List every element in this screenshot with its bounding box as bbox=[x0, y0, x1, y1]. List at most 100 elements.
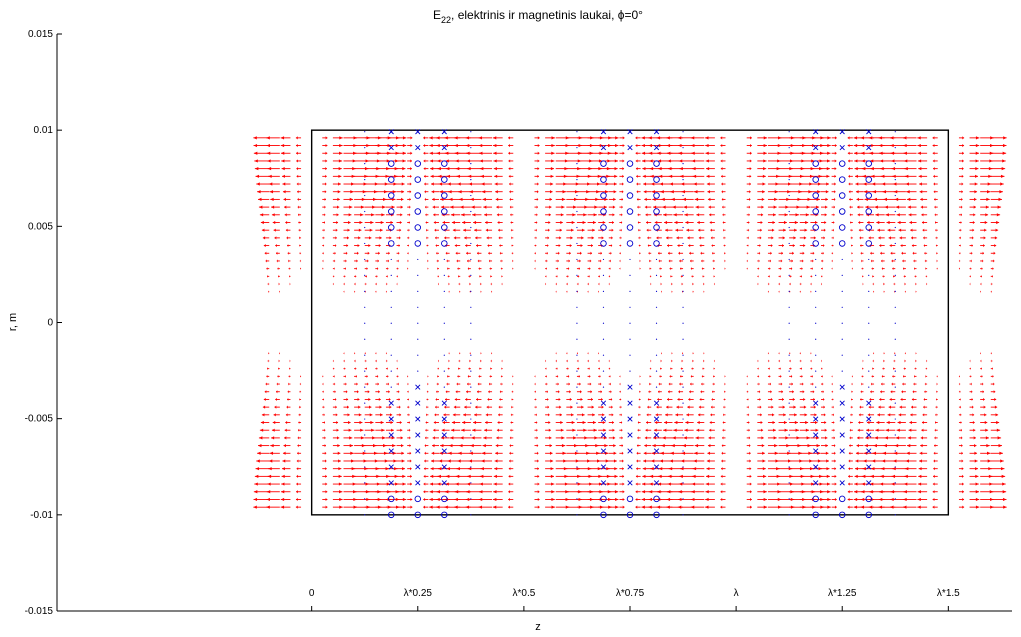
e-field-arrowhead bbox=[724, 251, 725, 255]
e-field-arrowhead bbox=[748, 413, 750, 417]
e-field-arrowhead bbox=[260, 220, 264, 225]
e-field-arrowhead bbox=[864, 197, 868, 202]
e-field-arrowhead bbox=[666, 505, 670, 509]
e-field-arrowhead bbox=[794, 420, 798, 425]
e-field-arrowhead bbox=[347, 405, 349, 409]
e-field-arrowhead bbox=[847, 136, 850, 140]
e-field-arrowhead bbox=[261, 228, 265, 232]
e-field-arrowhead bbox=[265, 259, 267, 263]
e-field-arrowhead bbox=[468, 274, 470, 278]
e-field-arrowhead bbox=[974, 451, 978, 455]
e-field-arrowhead bbox=[988, 474, 993, 478]
e-field-arrowhead bbox=[459, 197, 463, 202]
e-field-arrowhead bbox=[819, 167, 823, 171]
e-field-arrowhead bbox=[808, 451, 812, 455]
e-field-arrowhead bbox=[285, 228, 288, 232]
e-field-arrowhead bbox=[298, 405, 300, 409]
e-field-arrowhead bbox=[585, 443, 589, 448]
e-field-arrowhead bbox=[876, 220, 880, 225]
e-field-arrowhead bbox=[792, 251, 794, 255]
e-field-arrowhead bbox=[786, 443, 790, 448]
e-field-arrowhead bbox=[667, 397, 669, 402]
e-field-arrowhead bbox=[818, 174, 823, 178]
e-field-arrowhead bbox=[923, 243, 925, 248]
e-field-arrowhead bbox=[334, 390, 336, 394]
e-field-arrowhead bbox=[466, 482, 471, 486]
e-field-arrowhead bbox=[570, 405, 573, 409]
e-field-arrowhead bbox=[750, 505, 752, 509]
e-field-arrowhead bbox=[903, 482, 908, 486]
e-field-arrowhead bbox=[551, 505, 555, 509]
e-field-arrowhead bbox=[347, 413, 350, 417]
e-field-arrowhead bbox=[323, 413, 325, 417]
e-field-arrowhead bbox=[438, 182, 443, 186]
e-field-arrowhead bbox=[892, 374, 894, 378]
e-field-arrowhead bbox=[983, 236, 986, 240]
e-field-arrowhead bbox=[465, 143, 470, 148]
e-field-arrowhead bbox=[325, 167, 327, 171]
e-field-arrowhead bbox=[500, 259, 502, 263]
e-field-arrowhead bbox=[437, 374, 438, 378]
e-field-arrowhead bbox=[923, 397, 925, 402]
e-field-arrowhead bbox=[476, 390, 479, 394]
e-field-arrowhead bbox=[282, 182, 286, 186]
e-field-arrowhead bbox=[985, 428, 989, 432]
e-field-arrowhead bbox=[562, 451, 567, 455]
e-field-arrowhead bbox=[806, 205, 811, 209]
e-field-arrowhead bbox=[914, 274, 916, 278]
e-field-arrowhead bbox=[536, 220, 538, 225]
e-field-arrowhead bbox=[984, 420, 988, 425]
e-field-arrowhead bbox=[377, 267, 379, 271]
e-field-arrowhead bbox=[975, 505, 980, 509]
e-field-arrowhead bbox=[987, 459, 992, 463]
e-field-arrowhead bbox=[254, 482, 258, 486]
e-field-arrowhead bbox=[848, 174, 850, 178]
e-field-arrowhead bbox=[603, 205, 607, 209]
e-field-arrowhead bbox=[409, 197, 411, 202]
e-field-arrowhead bbox=[537, 467, 539, 471]
e-field-arrowhead bbox=[601, 236, 604, 240]
e-field-arrowhead bbox=[987, 182, 992, 186]
e-field-arrowhead bbox=[882, 274, 884, 278]
e-field-arrowhead bbox=[323, 243, 325, 248]
e-field-arrowhead bbox=[557, 259, 559, 263]
e-field-arrowhead bbox=[903, 267, 905, 271]
e-field-arrowhead bbox=[902, 136, 907, 140]
e-field-arrowhead bbox=[856, 197, 859, 202]
e-field-arrowhead bbox=[934, 205, 936, 209]
e-field-arrowhead bbox=[961, 197, 963, 202]
e-field-arrowhead bbox=[478, 151, 483, 155]
e-field-arrowhead bbox=[457, 374, 459, 378]
e-field-arrowhead bbox=[284, 205, 287, 209]
e-field-arrowhead bbox=[663, 213, 667, 217]
e-field-arrowhead bbox=[583, 428, 587, 432]
e-field-arrowhead bbox=[645, 428, 648, 432]
e-field-arrowhead bbox=[695, 205, 699, 209]
e-field-arrowhead bbox=[681, 359, 683, 363]
e-field-arrowhead bbox=[669, 182, 673, 186]
e-field-arrowhead bbox=[409, 443, 411, 448]
e-field-arrowhead bbox=[493, 482, 497, 486]
e-field-arrowhead bbox=[262, 236, 266, 240]
e-field-arrowhead bbox=[441, 428, 445, 432]
e-field-arrowhead bbox=[696, 213, 700, 217]
e-field-arrowhead bbox=[720, 505, 723, 509]
e-field-arrowhead bbox=[863, 459, 867, 463]
e-field-arrowhead bbox=[776, 467, 780, 471]
e-field-arrowhead bbox=[962, 151, 964, 155]
e-field-arrowhead bbox=[445, 167, 450, 171]
e-field-arrowhead bbox=[668, 382, 671, 386]
e-field-arrowhead bbox=[479, 159, 483, 163]
e-field-arrowhead bbox=[960, 228, 962, 232]
e-field-arrowhead bbox=[774, 197, 778, 202]
e-field-arrowhead bbox=[455, 167, 460, 171]
e-field-arrowhead bbox=[681, 451, 686, 455]
e-field-arrowhead bbox=[380, 228, 383, 232]
e-field-arrowhead bbox=[281, 474, 285, 478]
e-field-arrowhead bbox=[971, 382, 972, 386]
e-field-arrowhead bbox=[381, 428, 385, 432]
e-field-arrowhead bbox=[636, 451, 639, 455]
e-field-arrowhead bbox=[849, 428, 851, 432]
e-field-arrowhead bbox=[271, 205, 275, 209]
e-field-arrowhead bbox=[253, 136, 257, 140]
